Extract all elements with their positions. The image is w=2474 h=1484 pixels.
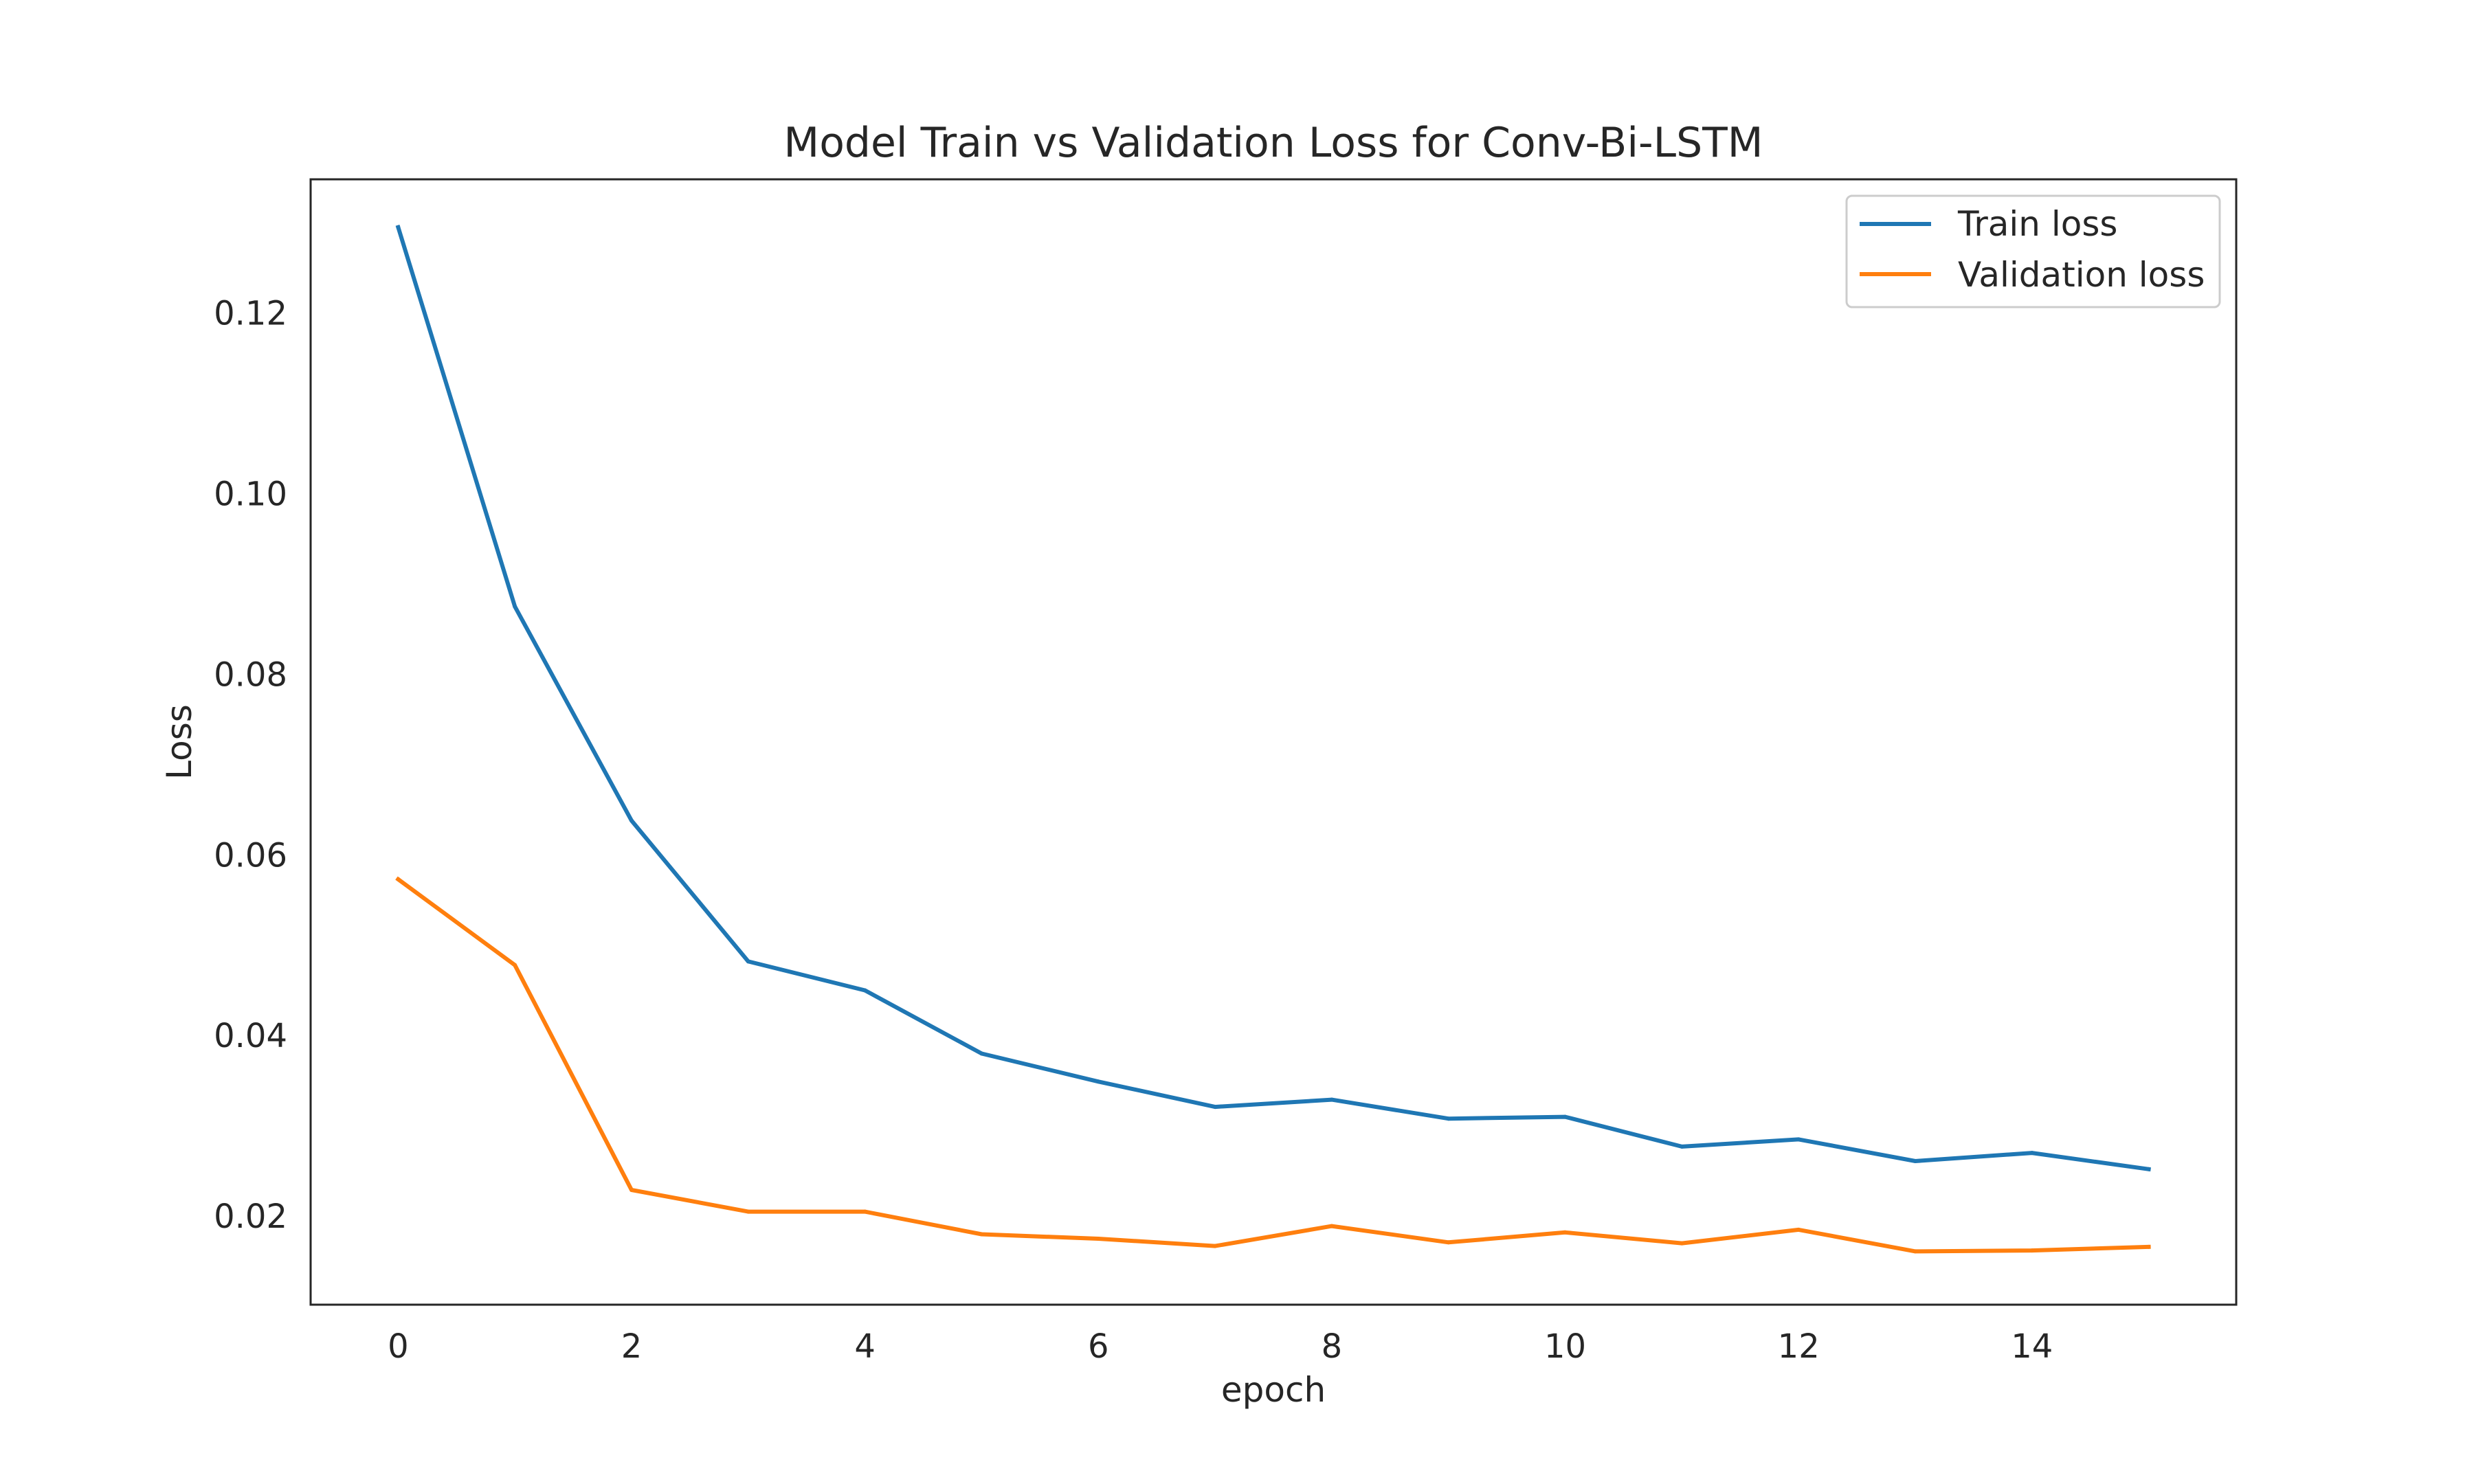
y-tick-label-0.06: 0.06 [214,836,287,875]
validation-loss-line [395,876,2151,1254]
validation-loss-point-7 [1213,1244,1218,1248]
train-loss-point-11 [1680,1144,1684,1149]
validation-loss-point-8 [1329,1224,1334,1228]
legend-box [1845,194,2221,308]
x-tick-label-2: 2 [621,1327,643,1366]
legend-label-validation: Validation loss [1958,255,2205,295]
validation-loss-point-4 [862,1209,867,1214]
validation-loss-point-11 [1680,1241,1684,1246]
validation-loss-point-9 [1446,1240,1451,1245]
y-tick-label-0.02: 0.02 [214,1198,287,1236]
x-tick-label-0: 0 [388,1327,409,1366]
y-tick-label-0.04: 0.04 [214,1017,287,1055]
y-tick-label-0.10: 0.10 [214,475,287,514]
train-loss-point-0 [396,225,401,229]
train-loss-point-1 [513,604,517,609]
y-tick-labels: 0.02 0.04 0.06 0.08 0.10 0.12 [214,295,287,1237]
validation-loss-point-6 [1096,1237,1101,1241]
y-axis-label: Loss [159,704,199,780]
x-tick-label-14: 14 [2011,1327,2053,1366]
x-tick-labels: 0 2 4 6 8 10 12 14 [388,1327,2053,1366]
validation-loss-point-5 [979,1232,984,1237]
validation-loss-point-2 [629,1188,634,1192]
train-loss-point-10 [1563,1114,1568,1119]
train-loss-point-6 [1096,1079,1101,1084]
x-tick-label-12: 12 [1778,1327,1820,1366]
validation-loss-point-15 [2146,1244,2151,1249]
chart-title: Model Train vs Validation Loss for Conv-… [783,119,1763,167]
y-tick-label-0.08: 0.08 [214,655,287,694]
train-loss-line [395,224,2151,1172]
train-loss-point-14 [2029,1151,2034,1156]
legend: Train loss Validation loss [1845,194,2221,308]
train-loss-point-5 [979,1051,984,1056]
y-tick-label-0.12: 0.12 [214,295,287,333]
train-loss-point-7 [1213,1105,1218,1110]
validation-loss-point-1 [513,963,517,967]
train-loss-point-15 [2146,1167,2151,1171]
x-tick-label-6: 6 [1088,1327,1109,1366]
x-tick-label-8: 8 [1322,1327,1343,1366]
train-loss-point-12 [1796,1137,1801,1142]
train-loss-point-2 [629,818,634,823]
validation-loss-point-10 [1563,1230,1568,1235]
train-loss-point-8 [1329,1097,1334,1102]
train-loss-point-9 [1446,1116,1451,1121]
validation-loss-point-13 [1913,1249,1917,1254]
x-axis-label: epoch [1221,1370,1326,1410]
validation-loss-point-14 [2029,1248,2034,1253]
validation-loss-point-0 [396,877,401,881]
plot-area-frame [309,178,2238,1306]
legend-label-train: Train loss [1957,204,2117,244]
train-loss-point-13 [1913,1159,1917,1163]
train-loss-point-3 [746,959,750,964]
train-loss-point-4 [862,988,867,993]
x-tick-label-4: 4 [854,1327,876,1366]
validation-loss-point-12 [1796,1227,1801,1232]
series-layer [395,224,2151,1254]
x-tick-label-10: 10 [1544,1327,1586,1366]
validation-loss-point-3 [746,1209,750,1214]
